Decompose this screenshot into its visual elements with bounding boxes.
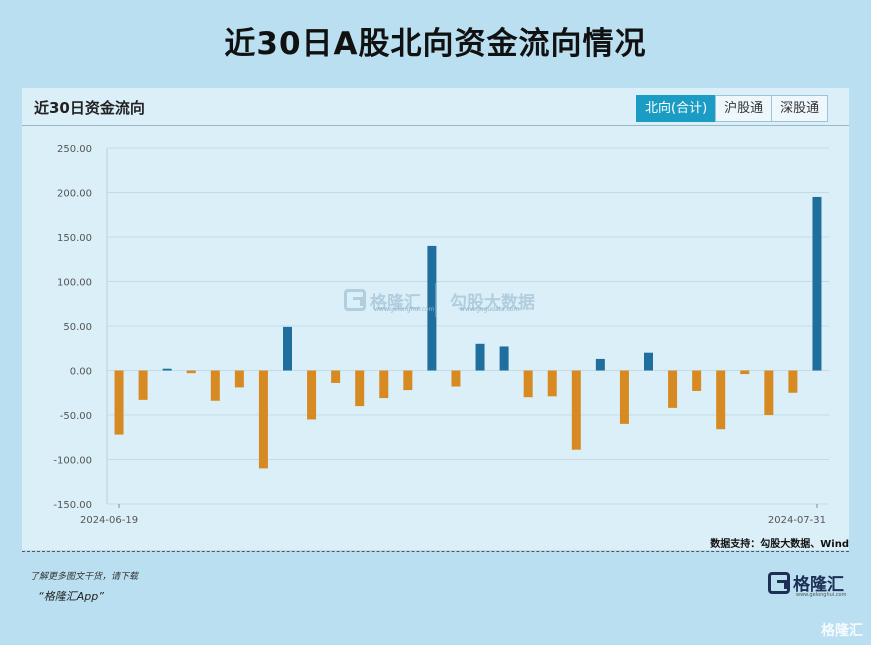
bar [644, 352, 653, 371]
bar [619, 370, 629, 424]
watermark-brand: 格隆汇 [370, 292, 421, 313]
tab-shenzhen-connect[interactable]: 深股通 [771, 95, 829, 122]
brand-logo: 格隆汇 [768, 570, 844, 595]
bar [668, 370, 678, 408]
logo-url: www.gelonghui.com [796, 592, 847, 598]
bar [283, 326, 292, 371]
x-tick-label: 2024-07-31 [768, 515, 826, 526]
watermark-divider [435, 283, 436, 317]
bar [258, 370, 268, 469]
page-title: 近30日A股北向资金流向情况 [224, 26, 647, 62]
bar [475, 343, 485, 371]
y-tick-label: 50.00 [63, 322, 92, 333]
bar [114, 370, 124, 435]
footer-divider [22, 551, 849, 552]
bar [812, 196, 822, 371]
bar [234, 370, 244, 388]
bar [692, 370, 702, 391]
bar [595, 358, 605, 371]
bar [307, 370, 317, 420]
bar [379, 370, 389, 399]
tab-shanghai-connect[interactable]: 沪股通 [715, 95, 773, 122]
tab-group: 北向(合计) 沪股通 深股通 [636, 95, 829, 122]
watermark-data-brand: 勾股大数据 [450, 292, 535, 313]
header-divider [22, 125, 849, 126]
logo-text: 格隆汇 [793, 575, 844, 595]
x-tick-label: 2024-06-19 [80, 515, 138, 526]
y-tick-label: 250.00 [57, 144, 92, 155]
bar [162, 368, 172, 371]
bar [764, 370, 774, 415]
bar [403, 370, 413, 391]
bar [499, 346, 509, 371]
y-tick-label: 200.00 [57, 189, 92, 200]
bar [138, 370, 148, 400]
bar [788, 370, 798, 393]
bar [451, 370, 461, 387]
footer-download-hint: 了解更多图文干货，请下载 [30, 572, 139, 582]
bar [331, 370, 341, 383]
y-tick-label: -100.00 [53, 456, 92, 467]
corner-watermark: 格隆汇 [821, 623, 863, 639]
bar [716, 370, 726, 430]
watermark-logo-icon [344, 289, 366, 311]
logo-icon [768, 571, 790, 594]
bar [740, 370, 750, 375]
watermark-brand-sub: www.gelonghui.com [374, 306, 435, 313]
footer-app-name: “格隆汇App” [38, 590, 104, 603]
data-source: 数据支持：勾股大数据、Wind [710, 539, 849, 550]
bar [547, 370, 557, 397]
y-tick-label: 0.00 [70, 367, 92, 378]
bar [355, 370, 365, 407]
watermark: 格隆汇 勾股大数据 [344, 283, 535, 317]
y-tick-label: 100.00 [57, 278, 92, 289]
bar [427, 245, 437, 371]
watermark-data-sub: www.gogudata.com [460, 306, 520, 313]
bar [523, 370, 533, 398]
y-tick-label: -50.00 [60, 411, 92, 422]
bar [186, 370, 196, 374]
panel-title: 近30日资金流向 [34, 99, 145, 117]
y-tick-label: 150.00 [57, 233, 92, 244]
bar [571, 370, 581, 450]
bar [210, 370, 220, 401]
y-tick-label: -150.00 [53, 500, 92, 511]
